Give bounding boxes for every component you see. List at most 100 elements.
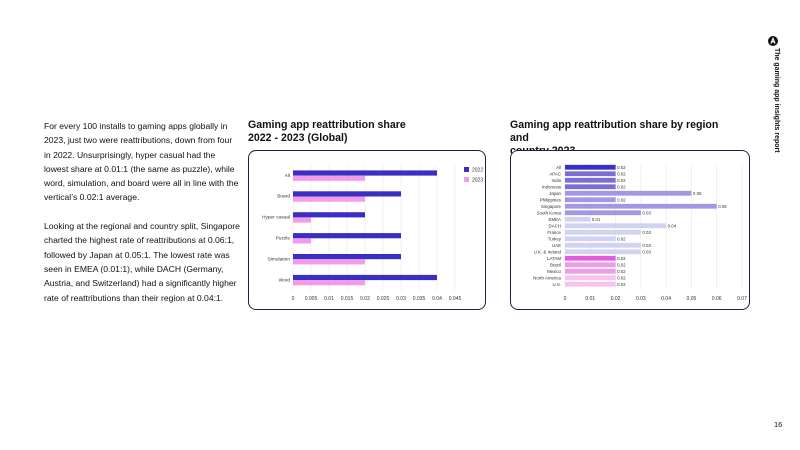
bar-2023	[293, 196, 365, 202]
bar	[565, 177, 616, 183]
x-tick-label: 0.04	[661, 296, 671, 302]
data-label: 0.02	[617, 275, 626, 280]
bar	[565, 242, 641, 248]
category-label: All	[556, 165, 561, 170]
category-label: Hyper casual	[262, 215, 290, 221]
category-label: Philippines	[540, 197, 562, 202]
category-label: Singapore	[541, 204, 562, 209]
x-tick-label: 0.06	[712, 296, 722, 302]
data-label: 0.02	[617, 236, 626, 241]
body-paragraph-2: Looking at the regional and country spli…	[44, 221, 240, 303]
data-label: 0.02	[617, 178, 626, 183]
category-label: Simulation	[268, 256, 291, 262]
category-label: DACH	[549, 223, 561, 228]
region-chart-svg: 0 0.01 0.02 0.03 0.04 0.05 0.06 0.07 All 0.02 APAC…	[533, 164, 747, 302]
bar-2022	[293, 274, 437, 281]
data-label: 0.06	[718, 204, 727, 209]
data-label: 0.02	[617, 262, 626, 267]
legend-swatch-2023	[464, 177, 469, 182]
bar	[565, 275, 616, 281]
x-tick-label: 0.04	[432, 296, 442, 302]
bar	[565, 281, 616, 287]
bar-2023	[293, 175, 365, 181]
data-label: 0.02	[617, 269, 626, 274]
x-tick-label: 0.07	[737, 296, 747, 302]
bar	[565, 203, 717, 209]
bar	[565, 229, 641, 235]
bar-2022	[293, 170, 437, 176]
category-label: EMEA	[549, 217, 562, 222]
category-label: Mexico	[547, 269, 561, 274]
bar	[565, 164, 616, 170]
category-label: Brazil	[550, 262, 561, 267]
data-label: 0.02	[617, 282, 626, 287]
x-tick-label: 0.02	[360, 296, 370, 302]
data-label: 0.03	[642, 230, 651, 235]
category-label: Indonesia	[542, 184, 562, 189]
bar-2023	[293, 259, 365, 265]
bar	[565, 249, 641, 255]
legend-label-2022: 2022	[472, 167, 483, 173]
x-tick-label: 0.035	[413, 296, 426, 302]
data-label: 0.02	[617, 184, 626, 189]
category-label: France	[547, 230, 561, 235]
data-label: 0.02	[617, 256, 626, 261]
bar	[565, 184, 616, 190]
x-tick-label: 0.01	[324, 296, 334, 302]
data-label: 0.02	[617, 165, 626, 170]
data-label: 0.01	[592, 217, 601, 222]
category-label: Turkey	[548, 236, 562, 241]
x-tick-label: 0.03	[636, 296, 646, 302]
bar-2022	[293, 233, 401, 239]
global-chart-title: Gaming app reattribution share 2022 - 20…	[248, 119, 458, 145]
x-tick-label: 0	[564, 296, 567, 302]
bar	[565, 216, 591, 222]
body-paragraph-1: For every 100 installs to gaming apps gl…	[44, 121, 239, 203]
bar	[565, 236, 616, 242]
global-chart-panel: 0 0.005 0.01 0.015 0.02 0.025 0.03 0.035 0.04 0.0…	[248, 150, 486, 310]
x-tick-label: 0.005	[305, 296, 318, 302]
bar	[565, 171, 616, 177]
bar	[565, 268, 616, 274]
x-tick-label: 0.03	[396, 296, 406, 302]
data-label: 0.03	[642, 249, 651, 254]
report-side-title: The gaming app insights report	[773, 48, 780, 153]
body-text: For every 100 installs to gaming apps gl…	[44, 119, 240, 319]
category-label: Board	[277, 194, 290, 200]
category-label: India	[551, 178, 561, 183]
data-label: 0.03	[642, 243, 651, 248]
bar-2023	[293, 238, 311, 244]
bar	[565, 210, 641, 216]
category-label: LATAM	[547, 256, 561, 261]
category-label: Japan	[549, 191, 562, 196]
category-label: U.K. & Ireland	[534, 249, 562, 254]
category-label: U.S.	[552, 282, 561, 287]
x-tick-label: 0.025	[377, 296, 390, 302]
data-label: 0.03	[642, 210, 651, 215]
x-tick-label: 0.01	[585, 296, 595, 302]
category-label: Word	[279, 277, 291, 283]
bar-2022	[293, 254, 401, 260]
global-chart-title-line-1: Gaming app reattribution share	[248, 119, 406, 131]
bar-2022	[293, 191, 401, 197]
data-label: 0.02	[617, 171, 626, 176]
bar-2023	[293, 280, 365, 286]
x-tick-label: 0.02	[611, 296, 621, 302]
category-label: APAC	[549, 171, 561, 176]
bar-2022	[293, 212, 365, 218]
bar-2023	[293, 217, 311, 223]
category-label: All	[285, 173, 290, 179]
bar	[565, 197, 616, 203]
x-tick-label: 0.045	[449, 296, 462, 302]
category-label: South Korea	[537, 210, 562, 215]
global-chart-title-line-2: 2022 - 2023 (Global)	[248, 132, 348, 144]
legend-label-2023: 2023	[472, 177, 483, 183]
x-tick-label: 0	[292, 296, 295, 302]
data-label: 0.05	[693, 191, 702, 196]
bar	[565, 223, 667, 229]
brand-logo-icon	[768, 36, 778, 46]
bar	[565, 190, 692, 196]
category-label: North America	[533, 275, 561, 280]
data-label: 0.04	[668, 223, 677, 228]
region-chart-panel: 0 0.01 0.02 0.03 0.04 0.05 0.06 0.07 All 0.02 APAC…	[510, 150, 750, 310]
